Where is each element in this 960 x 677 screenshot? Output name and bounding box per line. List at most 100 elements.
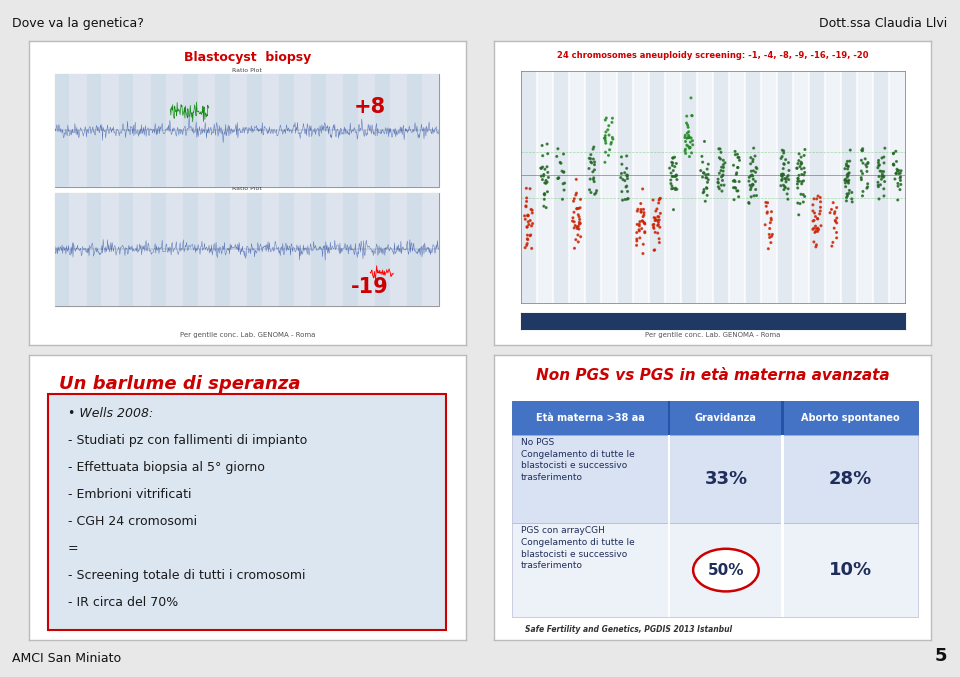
Point <box>813 202 828 213</box>
Point <box>829 217 845 228</box>
Point <box>680 120 695 131</box>
Point <box>699 183 714 194</box>
Point <box>519 230 535 240</box>
Point <box>876 158 892 169</box>
Point <box>842 185 857 196</box>
Point <box>587 141 602 152</box>
Point <box>876 172 891 183</box>
Point <box>886 159 901 170</box>
Point <box>875 152 890 163</box>
Point <box>797 150 812 161</box>
Point <box>682 143 697 154</box>
Point <box>572 214 588 225</box>
Point <box>636 204 651 215</box>
Point <box>855 158 871 169</box>
Point <box>727 175 742 186</box>
Point <box>715 169 731 180</box>
Point <box>759 206 775 217</box>
Bar <box>520 71 537 303</box>
Point <box>859 161 875 172</box>
Point <box>523 204 539 215</box>
Bar <box>215 74 229 187</box>
Point <box>571 211 587 222</box>
Point <box>693 165 708 176</box>
Point <box>570 209 586 220</box>
Point <box>537 177 552 188</box>
Point <box>681 122 696 133</box>
Point <box>678 136 693 147</box>
Point <box>519 221 535 232</box>
Point <box>889 156 904 167</box>
Point <box>684 148 699 158</box>
Point <box>520 217 536 227</box>
Point <box>809 194 825 204</box>
Text: -19: -19 <box>351 278 389 297</box>
Point <box>776 180 791 191</box>
FancyBboxPatch shape <box>55 193 440 305</box>
Point <box>678 148 693 159</box>
Point <box>697 136 712 147</box>
Point <box>613 172 629 183</box>
Point <box>681 132 696 143</box>
Text: Safe Fertility and Genetics, PGDIS 2013 Istanbul: Safe Fertility and Genetics, PGDIS 2013 … <box>525 625 732 634</box>
Point <box>667 171 683 182</box>
Point <box>682 142 697 153</box>
Point <box>797 144 812 155</box>
Point <box>876 176 892 187</box>
Point <box>663 168 679 179</box>
Point <box>637 219 653 230</box>
Point <box>743 184 758 195</box>
Point <box>681 141 696 152</box>
Point <box>619 170 635 181</box>
Point <box>601 150 616 161</box>
Point <box>715 166 731 177</box>
Point <box>582 163 597 174</box>
Text: Ratio Plot: Ratio Plot <box>232 68 262 72</box>
Point <box>519 240 535 250</box>
Point <box>808 242 824 253</box>
Point <box>727 194 742 205</box>
Point <box>664 160 680 171</box>
Point <box>794 169 809 180</box>
FancyBboxPatch shape <box>512 435 918 523</box>
Point <box>840 190 855 201</box>
Point <box>567 220 583 231</box>
Point <box>652 237 667 248</box>
Point <box>811 224 827 235</box>
Point <box>838 177 853 188</box>
Point <box>778 154 793 165</box>
Point <box>645 194 660 205</box>
Point <box>636 217 652 228</box>
Point <box>743 182 758 193</box>
Point <box>524 208 540 219</box>
Point <box>587 189 602 200</box>
Point <box>516 211 532 221</box>
Point <box>568 188 584 198</box>
Point <box>730 162 745 173</box>
Bar <box>407 193 421 306</box>
Point <box>790 176 805 187</box>
Point <box>711 168 727 179</box>
Point <box>556 167 571 177</box>
Point <box>587 159 602 170</box>
Point <box>839 196 854 206</box>
Point <box>633 232 648 243</box>
Point <box>859 166 875 177</box>
Bar <box>777 71 793 303</box>
Point <box>568 234 584 245</box>
Point <box>854 168 870 179</box>
Point <box>764 231 780 242</box>
Point <box>554 166 569 177</box>
Point <box>797 162 812 173</box>
Text: Gravidanza: Gravidanza <box>695 413 756 423</box>
Point <box>779 174 794 185</box>
Point <box>746 179 761 190</box>
Point <box>779 177 794 188</box>
Point <box>758 201 774 212</box>
Point <box>806 208 822 219</box>
Bar <box>311 74 325 187</box>
Point <box>556 148 571 159</box>
Point <box>840 172 855 183</box>
Point <box>540 172 556 183</box>
Point <box>826 197 841 208</box>
